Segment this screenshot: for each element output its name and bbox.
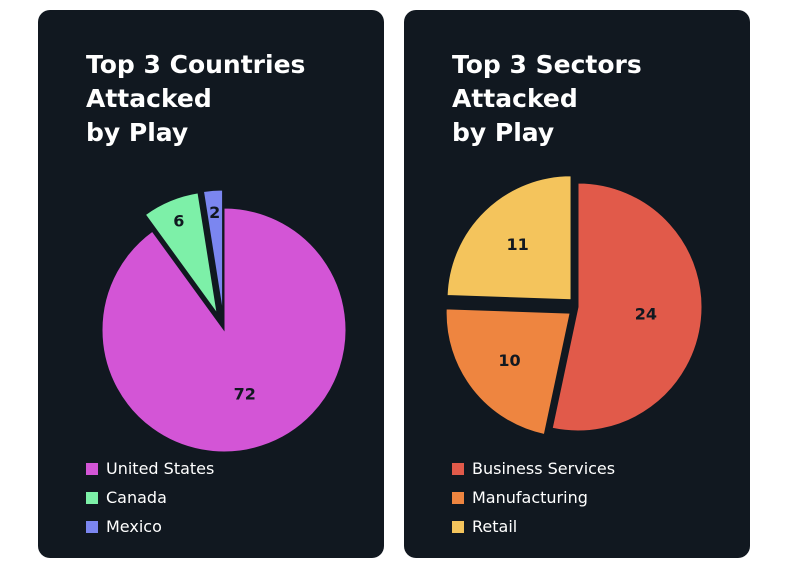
- chart-title-line: Top 3 Countries: [86, 50, 306, 79]
- sectors-chart-card: Top 3 Sectors Attacked by Play 24 10 11 Bu…: [404, 10, 750, 558]
- legend-label: United States: [106, 459, 215, 478]
- chart-title: Top 3 Sectors Attacked by Play: [452, 48, 642, 150]
- legend-label: Business Services: [472, 459, 616, 478]
- legend-label: Mexico: [106, 517, 162, 536]
- chart-legend: United States Canada Mexico: [86, 454, 214, 541]
- data-label-business-services: 24: [635, 305, 657, 324]
- legend-item-manufacturing[interactable]: Manufacturing: [452, 483, 615, 512]
- legend-swatch: [86, 491, 98, 504]
- pie-slice-canada[interactable]: [144, 192, 218, 314]
- sectors-pie-chart: 24 10 11: [445, 175, 703, 436]
- legend-swatch: [86, 462, 98, 475]
- legend-label: Canada: [106, 488, 167, 507]
- data-label-united-states: 72: [234, 384, 256, 403]
- legend-item-united-states[interactable]: United States: [86, 454, 214, 483]
- legend-item-retail[interactable]: Retail: [452, 512, 615, 541]
- chart-title-line: Attacked: [86, 84, 212, 113]
- pie-slice-united-states[interactable]: [101, 207, 347, 453]
- data-label-manufacturing: 10: [498, 351, 520, 370]
- legend-swatch: [452, 462, 464, 475]
- legend-swatch: [452, 520, 464, 533]
- legend-item-canada[interactable]: Canada: [86, 483, 214, 512]
- chart-title-line: Top 3 Sectors: [452, 50, 642, 79]
- pie-slice-business-services[interactable]: [551, 182, 703, 432]
- chart-legend: Business Services Manufacturing Retail: [452, 454, 615, 541]
- data-label-retail: 11: [507, 235, 529, 254]
- legend-label: Manufacturing: [472, 488, 588, 507]
- legend-swatch: [452, 491, 464, 504]
- chart-title-line: by Play: [452, 118, 555, 147]
- countries-chart-card: Top 3 Countries Attacked by Play 72 6 2 Un…: [38, 10, 384, 558]
- chart-title: Top 3 Countries Attacked by Play: [86, 48, 305, 150]
- pie-slice-manufacturing[interactable]: [445, 308, 571, 436]
- chart-title-line: Attacked: [452, 84, 578, 113]
- data-label-canada: 6: [173, 211, 184, 230]
- legend-item-business-services[interactable]: Business Services: [452, 454, 615, 483]
- pie-slice-mexico[interactable]: [202, 189, 224, 313]
- legend-item-mexico[interactable]: Mexico: [86, 512, 214, 541]
- legend-label: Retail: [472, 517, 518, 536]
- pie-slice-retail[interactable]: [446, 175, 572, 301]
- data-label-mexico: 2: [209, 203, 220, 222]
- chart-title-line: by Play: [86, 118, 189, 147]
- legend-swatch: [86, 520, 98, 533]
- countries-pie-chart: 72 6 2: [101, 189, 347, 453]
